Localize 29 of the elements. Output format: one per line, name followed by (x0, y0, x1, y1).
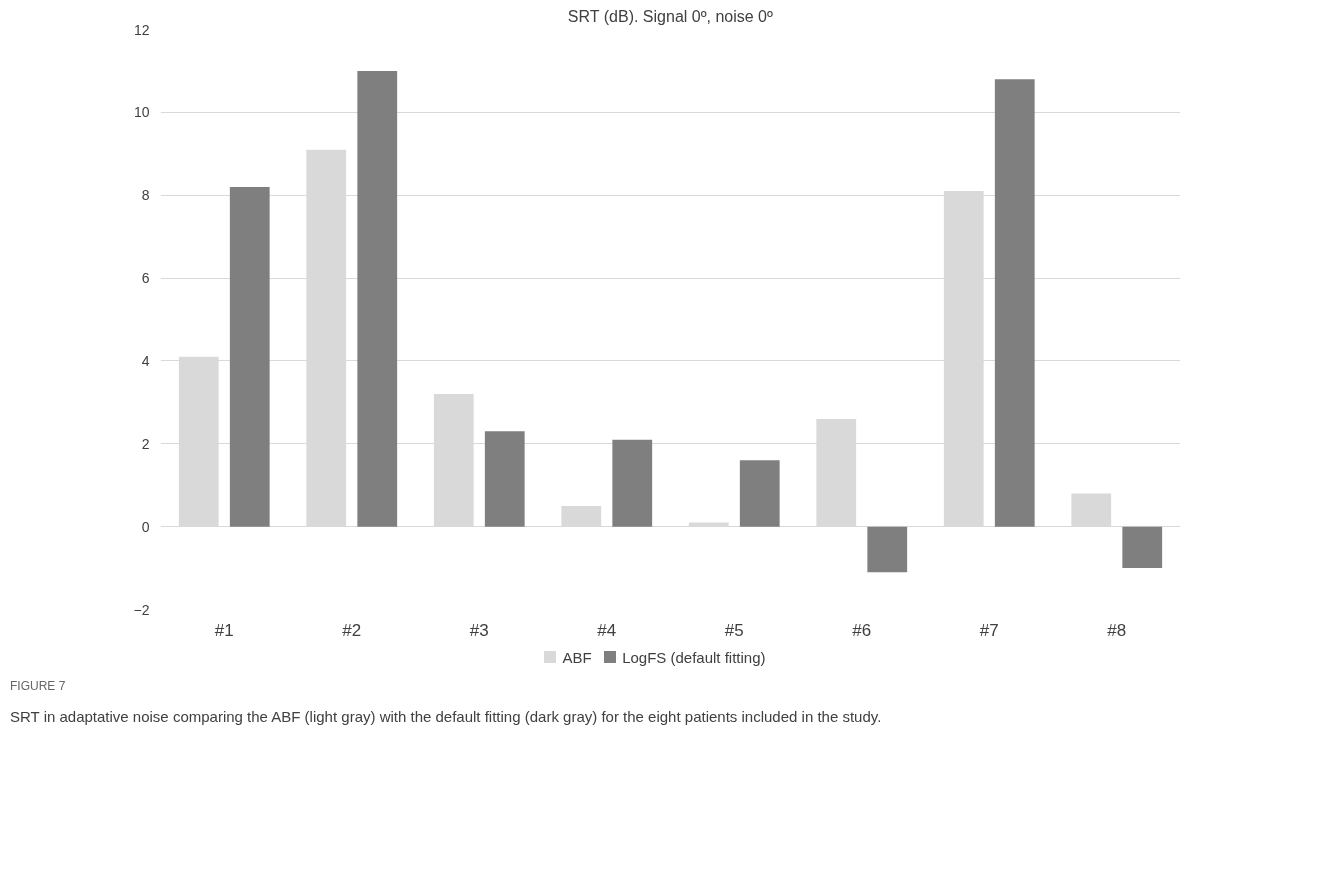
bar (867, 526, 908, 573)
x-tick-label: #4 (597, 620, 617, 640)
y-tick-label: 4 (141, 352, 150, 369)
y-tick-label: −2 (133, 601, 150, 618)
y-tick-label: 12 (133, 21, 150, 38)
x-tick-label: #6 (852, 620, 872, 640)
y-tick-label: 8 (141, 187, 150, 204)
bar (739, 460, 780, 527)
y-tick-label: 2 (141, 435, 150, 452)
bar (612, 439, 653, 527)
bar (229, 186, 270, 527)
x-tick-label: #1 (214, 620, 234, 640)
legend-label: ABF (562, 649, 592, 666)
text: SRT in adaptative noise comparing the ABF (light gray) with the default fitting (dark gray) for the eight patients included in the study. (10, 706, 882, 727)
y-tick-label: 6 (141, 270, 150, 287)
x-tick-label: #5 (724, 620, 744, 640)
bar (357, 70, 398, 527)
bar (1122, 526, 1163, 569)
y-tick-label: 0 (141, 518, 150, 535)
legend-label: LogFS (default fitting) (622, 649, 766, 666)
x-tick-label: #3 (469, 620, 489, 640)
bar (484, 431, 525, 527)
bar (994, 79, 1035, 527)
x-tick-label: #2 (342, 620, 362, 640)
chart-title: SRT (dB). Signal 0º, noise 0º (567, 7, 773, 25)
caption: FIGURE 7 (10, 678, 66, 696)
x-tick-label: #7 (979, 620, 999, 640)
x-tick-label: #8 (1107, 620, 1127, 640)
y-tick-label: 10 (133, 104, 150, 121)
